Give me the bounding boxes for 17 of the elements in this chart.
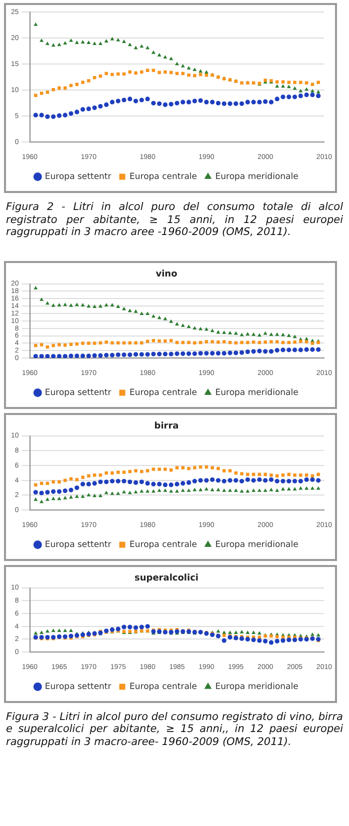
text: Figura 3 - Litri in alcol puro del consumo registrato di vino, birra e superalcolici per abitante, ≥ 15 anni,, in 12 paesi europei raggruppati in 3 macro-aree- 1960-2009 (OMS, 2011). — [6, 710, 343, 748]
legend-label: Europa centrale — [130, 172, 198, 182]
legend-label: Europa meridionale — [215, 172, 298, 182]
legend-label: Europa meridionale — [215, 539, 298, 550]
chart-title: superalcolici — [134, 573, 199, 584]
legend-label: Europa settentr — [44, 387, 112, 398]
legend-label: Europa settentr — [44, 681, 112, 692]
legend-label: Europa centrale — [130, 681, 198, 692]
legend-label: Europa centrale — [130, 387, 198, 398]
legend-label: Europa settentr — [44, 172, 112, 182]
legend-label: Europa meridionale — [215, 387, 298, 398]
text: Figura 2 - Litri in alcol puro del consumo totale di alcol registrato per abitante, ≥ 15 anni, in 12 paesi europei raggruppati in 3 macro aree -1960-2009 (OMS, 2011). — [6, 201, 343, 238]
legend-label: Europa settentr — [44, 539, 112, 550]
chart-title: birra — [154, 421, 179, 432]
legend-label: Europa meridionale — [215, 681, 298, 692]
chart-title: vino — [156, 269, 178, 280]
legend-label: Europa centrale — [130, 539, 198, 550]
